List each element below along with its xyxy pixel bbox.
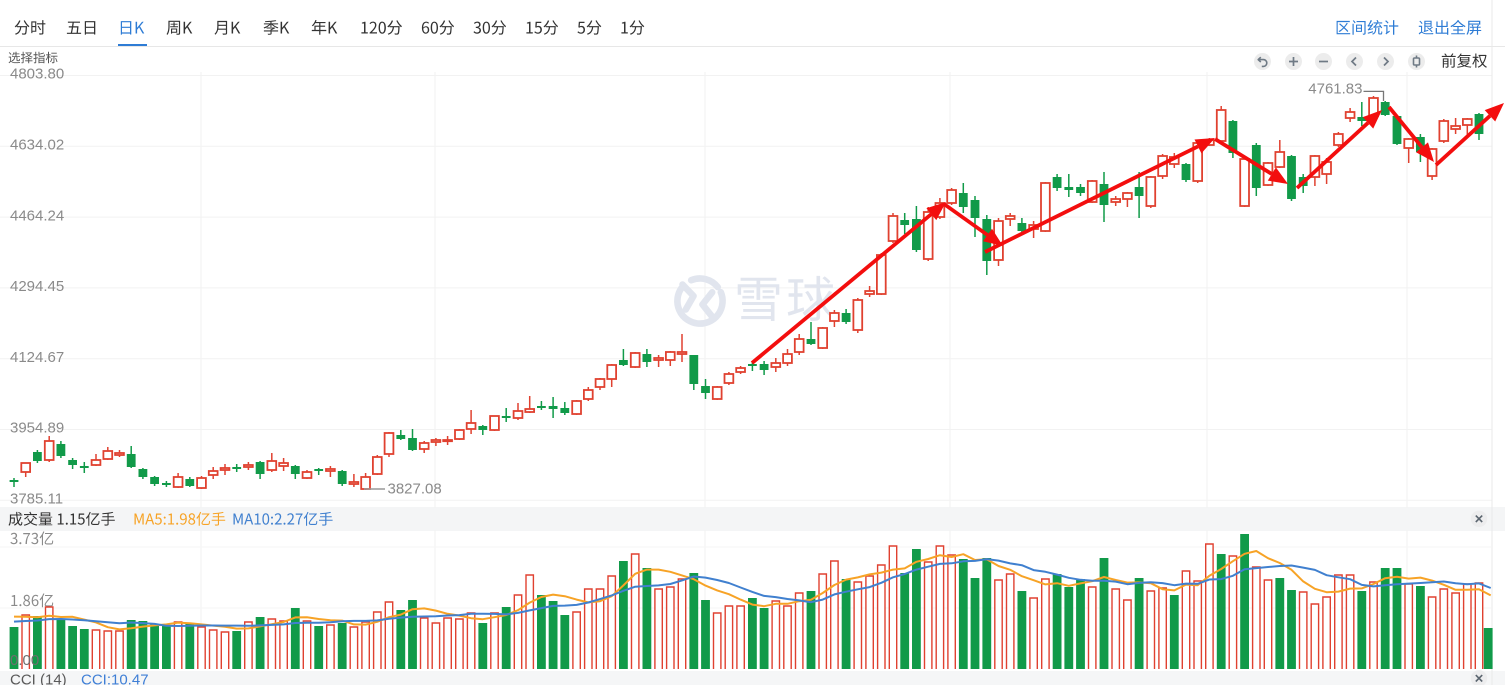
- svg-text:4761.83: 4761.83: [1308, 81, 1362, 98]
- svg-text:4294.45: 4294.45: [10, 278, 64, 295]
- svg-text:CCI:10.47: CCI:10.47: [81, 671, 149, 685]
- svg-text:3954.89: 3954.89: [10, 420, 64, 437]
- svg-text:4464.24: 4464.24: [10, 207, 64, 224]
- svg-text:4803.80: 4803.80: [10, 66, 64, 83]
- svg-text:CCI (14): CCI (14): [10, 671, 67, 685]
- svg-text:4634.02: 4634.02: [10, 137, 64, 154]
- svg-text:3785.11: 3785.11: [10, 491, 63, 508]
- svg-text:3827.08: 3827.08: [388, 481, 442, 498]
- svg-text:4124.67: 4124.67: [10, 349, 64, 366]
- svg-text:0.00: 0.00: [10, 652, 39, 669]
